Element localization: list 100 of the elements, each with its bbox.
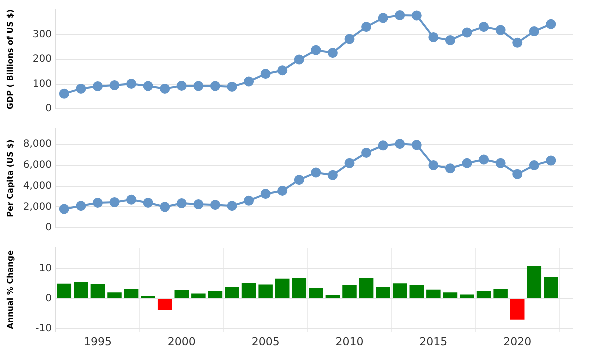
y-tick-label: 100 [32,78,52,90]
bar [392,284,408,298]
bar [108,292,122,298]
bar [342,285,357,298]
point [328,48,338,58]
bar [309,288,324,298]
point [445,35,456,46]
y-tick-label: 300 [32,29,52,40]
point [546,19,556,30]
point [412,10,422,21]
bar [544,277,558,298]
bar [359,278,374,298]
point [412,140,422,150]
point [344,34,355,44]
point [479,154,490,165]
bar [275,278,290,298]
y-tick-label: 2,000 [23,202,52,213]
point [378,140,388,151]
x-tick-label: 1995 [84,335,112,348]
point [92,198,103,208]
point [462,158,472,168]
point [143,198,154,208]
bar [443,292,458,298]
point [110,80,120,90]
y-tick-label: -10 [36,323,52,334]
point [362,148,372,158]
bar [158,299,172,311]
y-tick-label: 8,000 [23,139,52,150]
y-tick-label: 4,000 [23,180,52,192]
y-tick-label: 0 [46,222,52,234]
point [311,45,322,56]
point [176,80,187,91]
point [210,81,220,92]
y-axis-title: GDP ( Billions of US $) [6,9,15,110]
point [395,139,406,150]
y-tick-label: 0 [46,104,52,115]
point [294,54,304,65]
point [311,168,322,178]
bar [124,289,139,298]
y-axis-title: Per Capita (US $) [6,140,15,218]
point [210,200,220,210]
point [110,197,120,208]
point [328,170,338,180]
point [278,186,288,196]
bar [242,283,256,298]
point [143,81,154,92]
bar [192,294,206,298]
point [126,194,137,205]
bar [225,287,240,298]
point [496,25,506,36]
point [160,202,170,212]
point [76,201,86,212]
point [244,196,254,206]
point [59,88,70,99]
point [194,200,204,210]
point [344,158,355,168]
point [176,198,187,209]
point [244,76,254,87]
x-tick-label: 2015 [420,335,448,348]
y-tick-label: 0 [46,293,52,304]
bar [476,291,492,298]
point [278,66,288,76]
point [227,201,238,212]
point [445,164,456,174]
point [160,84,170,94]
x-tick-label: 2000 [168,335,196,348]
bar [494,289,508,298]
y-tick-label: 200 [32,54,52,66]
point [362,22,372,32]
point [378,13,388,24]
point [260,69,271,80]
x-tick-label: 2005 [252,335,280,348]
bar [292,278,307,298]
point [260,189,271,200]
y-axis-title: Annual % Change [6,250,15,330]
point [194,81,204,92]
x-tick-label: 2020 [504,335,532,348]
point [294,175,304,186]
point [462,28,472,38]
bar [460,294,474,298]
point [512,38,523,48]
bar [410,285,424,298]
y-tick-label: 6,000 [23,160,52,172]
bar [90,284,106,298]
point [92,81,103,92]
bar [174,290,190,298]
point [428,32,439,42]
point [76,84,86,94]
bar [208,291,223,298]
point [227,82,238,92]
point [395,10,406,20]
bar [258,284,273,298]
bar [426,290,441,298]
bar [326,295,340,298]
y-tick-label: 10 [39,264,52,275]
point [529,26,540,37]
point [546,156,556,166]
bar [57,284,72,298]
bar [527,266,542,298]
x-tick-label: 2010 [336,335,364,348]
